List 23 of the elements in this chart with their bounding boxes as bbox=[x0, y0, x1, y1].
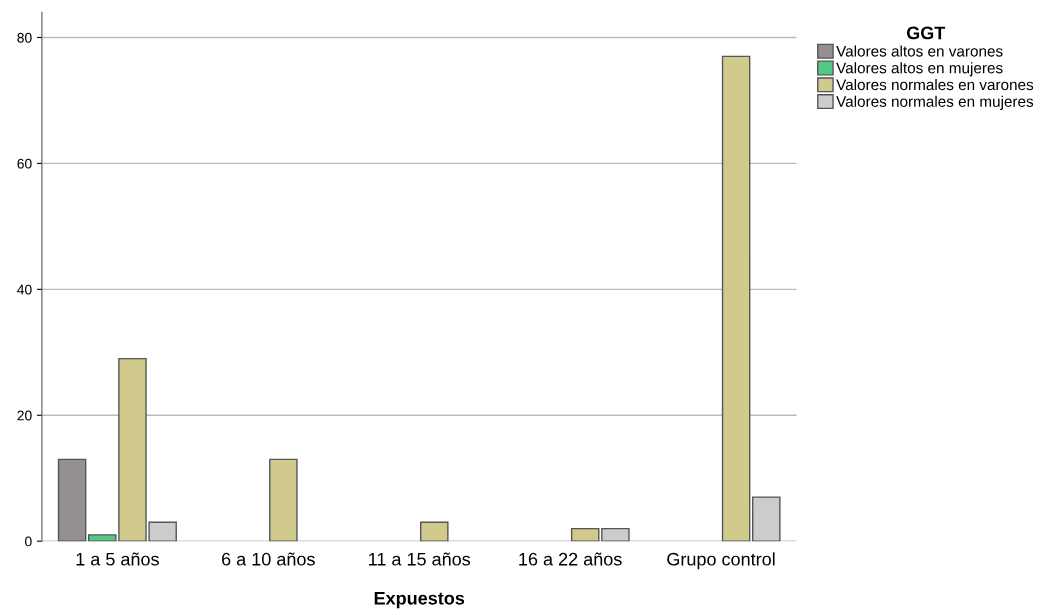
y-tick-label: 60 bbox=[17, 158, 32, 169]
y-tick-label: 20 bbox=[17, 410, 32, 421]
legend-label: Valores altos en varones bbox=[836, 45, 1003, 57]
legend-label: Valores normales en varones bbox=[836, 78, 1034, 91]
bar bbox=[57, 458, 87, 542]
x-tick-label: 6 a 10 años bbox=[222, 552, 315, 566]
legend-title: GGT bbox=[906, 26, 946, 40]
bar bbox=[721, 55, 751, 542]
bar bbox=[752, 496, 781, 542]
bar bbox=[601, 527, 630, 542]
bar bbox=[269, 458, 298, 542]
x-axis-title: Expuestos bbox=[374, 592, 465, 609]
x-tick-label: 11 a 15 años bbox=[369, 552, 471, 566]
legend-label: Valores normales en mujeres bbox=[836, 95, 1034, 110]
x-tick-label: 16 a 22 años bbox=[519, 552, 622, 566]
y-tick-label: 40 bbox=[17, 284, 32, 295]
bar bbox=[420, 521, 449, 542]
x-tick-label: 1 a 5 años bbox=[76, 552, 159, 566]
x-tick-label: Grupo control bbox=[667, 552, 775, 570]
y-tick-label: 0 bbox=[25, 536, 32, 547]
y-tick-label: 80 bbox=[17, 32, 32, 43]
bar bbox=[570, 527, 600, 542]
legend-label: Valores altos en mujeres bbox=[836, 62, 1003, 77]
